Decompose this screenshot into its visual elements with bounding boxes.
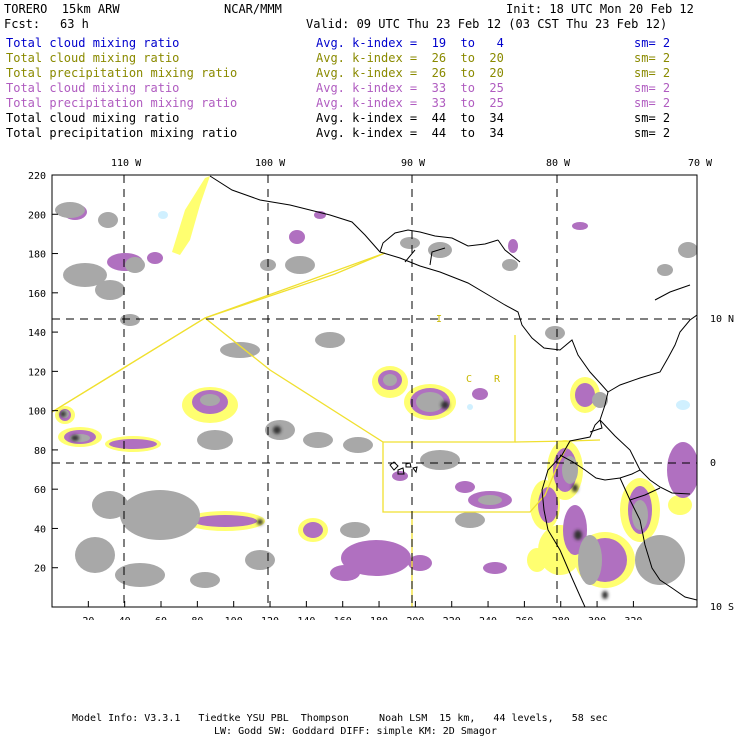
legend-kindex-6: Avg. k-index = 44 to 34	[316, 126, 504, 140]
map-panel: I C R 220 200 180 160 140 120 100 80 60 40 20 20 40…	[28, 158, 734, 620]
legend-field-2: Total precipitation mixing ratio	[6, 66, 238, 80]
legend-sm-3: sm= 2	[634, 81, 671, 95]
legend-kindex-3: Avg. k-index = 33 to 25	[316, 81, 504, 95]
x-tick-marks	[87, 601, 634, 607]
coastlines	[209, 175, 697, 607]
y-tick-label: 180	[28, 250, 46, 261]
footer-physics-info: LW: Godd SW: Goddard DIFF: simple KM: 2D…	[214, 726, 497, 737]
x-tick-label: 40	[119, 616, 131, 620]
x-tick-label: 80	[191, 616, 203, 620]
legend-sm-1: sm= 2	[634, 51, 671, 65]
y-tick-label: 100	[28, 407, 46, 418]
region-label-3: R	[494, 374, 501, 385]
cyan-field	[158, 211, 690, 410]
legend-sm-6: sm= 2	[634, 126, 671, 140]
fields-layer: I C R	[52, 175, 697, 607]
x-tick-label: 320	[624, 616, 642, 620]
legend-field-5: Total cloud mixing ratio	[6, 111, 180, 125]
y-tick-label: 200	[28, 210, 46, 221]
legend-sm-2: sm= 2	[634, 66, 671, 80]
x-tick-label: 140	[297, 616, 315, 620]
x-tick-labels: 20 40 60 80 100 120 140 160 180 200 220 240 260 280 30…	[82, 616, 642, 620]
legend-kindex-2: Avg. k-index = 26 to 20	[316, 66, 504, 80]
y-tick-label: 60	[34, 485, 46, 496]
legend-sm-4: sm= 2	[634, 96, 671, 110]
y-tick-label: 160	[28, 289, 46, 300]
legend-field-4: Total precipitation mixing ratio	[6, 96, 238, 110]
x-tick-label: 20	[82, 616, 94, 620]
legend-field-6: Total precipitation mixing ratio	[6, 126, 238, 140]
fcst-label: Fcst:	[4, 17, 41, 31]
init-time: Init: 18 UTC Mon 20 Feb 12	[506, 2, 694, 16]
x-tick-label: 300	[588, 616, 606, 620]
x-tick-label: 280	[552, 616, 570, 620]
y-tick-labels: 220 200 180 160 140 120 100 80 60 40 20	[28, 171, 46, 575]
x-tick-label: 60	[155, 616, 167, 620]
lon-label-70w: 70 W	[688, 158, 713, 169]
fcst-value: 63 h	[60, 17, 89, 31]
legend-field-1: Total cloud mixing ratio	[6, 51, 180, 65]
legend-sm-5: sm= 2	[634, 111, 671, 125]
x-tick-label: 220	[443, 616, 461, 620]
lon-label-100w: 100 W	[255, 158, 286, 169]
grid-lines	[52, 175, 697, 607]
plot-border	[51, 174, 698, 608]
legend-kindex-5: Avg. k-index = 44 to 34	[316, 111, 504, 125]
lon-label-90w: 90 W	[401, 158, 426, 169]
footer-model-info: Model Info: V3.3.1 Tiedtke YSU PBL Thomp…	[72, 713, 608, 724]
y-tick-label: 120	[28, 367, 46, 378]
x-tick-label: 160	[334, 616, 352, 620]
x-tick-label: 100	[225, 616, 243, 620]
lon-label-80w: 80 W	[546, 158, 571, 169]
legend-kindex-4: Avg. k-index = 33 to 25	[316, 96, 504, 110]
valid-time: Valid: 09 UTC Thu 23 Feb 12 (03 CST Thu …	[306, 17, 668, 31]
x-tick-label: 180	[370, 616, 388, 620]
x-tick-label: 120	[261, 616, 279, 620]
center-name: NCAR/MMM	[224, 2, 282, 16]
legend-kindex-1: Avg. k-index = 26 to 20	[316, 51, 504, 65]
region-label-2: C	[466, 374, 472, 385]
y-tick-label: 140	[28, 328, 46, 339]
lat-label-10n: 10 N	[710, 314, 734, 325]
y-tick-label: 40	[34, 524, 46, 535]
model-name: TORERO 15km ARW	[4, 2, 120, 16]
y-tick-label: 220	[28, 171, 46, 182]
x-tick-label: 200	[406, 616, 424, 620]
lon-label-110w: 110 W	[111, 158, 142, 169]
dark-core-field	[60, 401, 608, 599]
x-tick-label: 240	[479, 616, 497, 620]
y-tick-label: 20	[34, 564, 46, 575]
region-label-1: I	[436, 314, 442, 325]
y-tick-marks	[52, 174, 58, 569]
legend-kindex-0: Avg. k-index = 19 to 4	[316, 36, 504, 50]
lat-label-10s: 10 S	[710, 602, 734, 613]
y-tick-label: 80	[34, 446, 46, 457]
legend-field-3: Total cloud mixing ratio	[6, 81, 180, 95]
legend-sm-0: sm= 2	[634, 36, 671, 50]
lat-label-0: 0	[710, 458, 716, 469]
legend-field-0: Total cloud mixing ratio	[6, 36, 180, 50]
x-tick-label: 260	[515, 616, 533, 620]
